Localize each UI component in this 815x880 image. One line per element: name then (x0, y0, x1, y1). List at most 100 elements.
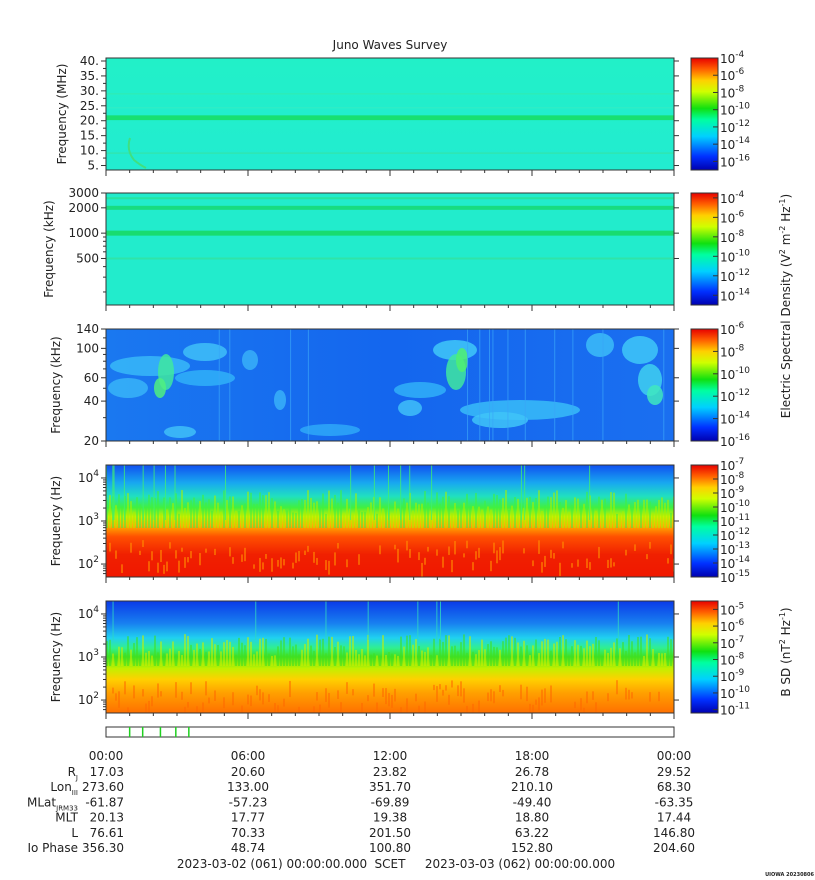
colorbar-tick-exp: -5 (735, 601, 744, 611)
panel-5-streak (292, 646, 294, 666)
panel-4-streak (232, 496, 234, 528)
panel-5-y-tick-label-base: 10 (78, 650, 93, 664)
panel-4-streak-orange (307, 545, 309, 552)
panel-4-streak-orange (667, 558, 669, 564)
panel-5-streak (370, 654, 372, 666)
ephemeris-value: 17.77 (231, 811, 265, 825)
panel-1-band-29mhz (106, 93, 674, 95)
panel-4-streak-orange (379, 545, 381, 555)
colorbar-tick-base: 10 (720, 231, 735, 245)
panel-5-streak (253, 654, 255, 666)
colorbar-tick-base: 10 (720, 704, 735, 718)
panel-4-streak (670, 512, 672, 528)
magnetic-label-part-1: B SD (nT (779, 644, 793, 697)
colorbars: 10-410-610-810-1010-1210-1410-1610-410-6… (690, 50, 750, 718)
panel-4-streak (184, 507, 186, 528)
panel-4-streak (643, 499, 645, 528)
panel-4-streak (334, 494, 336, 528)
panel-4-streak (523, 507, 525, 528)
panel-5-streak (181, 655, 183, 666)
panel-5-streak (538, 653, 540, 666)
panel-5-streak (343, 646, 345, 666)
panel-5-streak-orange (181, 691, 183, 700)
panel-4-streak (460, 504, 462, 528)
panel-4-streak (283, 509, 285, 528)
panel-4-streak-orange (625, 549, 627, 556)
ephemeris-row-sub: J (75, 774, 78, 782)
panel-4-streak (274, 501, 276, 528)
panel-4-streak (124, 495, 126, 528)
panel-5-streak (484, 649, 486, 666)
colorbar-tick-exp: -6 (735, 67, 744, 77)
ephemeris-value: 18.80 (515, 811, 549, 825)
panel-4-streak (187, 502, 189, 528)
panel-5-streak (667, 636, 669, 666)
panel-5-streak-orange (442, 689, 444, 696)
panel-5-streak (325, 653, 327, 666)
panel-4-streak (298, 500, 300, 528)
panel-3-y-tick-label: 140 (76, 322, 99, 336)
panel-5-streak (319, 639, 321, 666)
panel-4-streak (262, 495, 264, 528)
colorbar-tick-base: 10 (720, 637, 735, 651)
panel-5-streak-orange (268, 694, 270, 702)
panel-4-streak-orange (607, 559, 609, 569)
panel-4-streak (214, 495, 216, 528)
panel-3-emission (456, 348, 468, 372)
panel-5-streak (508, 635, 510, 666)
colorbar-2-tick-label: 10-14 (720, 287, 750, 303)
panel-4-streak (652, 512, 654, 528)
panel-4-streak-orange (295, 552, 297, 563)
panel-4-streak-orange (421, 562, 423, 577)
panel-5-streak (415, 639, 417, 666)
panel-5-streak-orange (160, 691, 162, 697)
panel-4-streak (433, 513, 435, 528)
panel-5-streak (160, 641, 162, 666)
panel-4-streak (562, 507, 564, 528)
panel-5-streak (445, 635, 447, 666)
panel-4-streak-orange (178, 560, 180, 573)
electric-label-part-1: Electric Spectral Density (V (779, 253, 793, 418)
panel-4-streak (286, 510, 288, 528)
panel-5-streak-orange (658, 691, 660, 702)
colorbar-tick-base: 10 (720, 390, 735, 404)
panel-4-streak (238, 510, 240, 528)
panel-5-streak (520, 646, 522, 666)
panel-3-y-tick-label: 100 (76, 341, 99, 355)
panel-3-emission (183, 343, 227, 361)
panel-4-streak (445, 491, 447, 528)
panel-5-streak-orange (256, 685, 258, 696)
panel-4-streak (667, 499, 669, 528)
panel-5-y-tick-label: 103 (78, 648, 99, 664)
panel-5-streak (532, 645, 534, 666)
panel-5-streak (565, 639, 567, 666)
colorbar-1-tick-label: 10-14 (720, 136, 750, 152)
panel-1-y-tick-label: 40. (80, 54, 99, 68)
panel-5-streak (130, 649, 132, 666)
panel-4-streak (295, 512, 297, 528)
panel-1-y-tick-label: 20. (80, 114, 99, 128)
panel-5-streak (472, 651, 474, 666)
panel-4-streak (454, 503, 456, 528)
panel-5-streak-orange (145, 703, 147, 713)
footer-start-time: 2023-03-02 (061) 00:00:00.000 (177, 857, 367, 871)
panel-4-streak (235, 510, 237, 528)
panel-4-streak-orange (280, 557, 282, 569)
panel-4-streak (154, 498, 156, 528)
panel-2-ylabel: Frequency (kHz) (42, 200, 56, 297)
footer-stamp: UIOWA 20230806 (765, 872, 814, 878)
panel-4-streak-orange (232, 557, 234, 564)
panel-4-streak-orange (493, 542, 495, 554)
colorbar-tick-base: 10 (720, 250, 735, 264)
panel-4-streak (394, 501, 396, 528)
panel-5-streak (403, 646, 405, 666)
colorbar-tick-base: 10 (720, 557, 735, 571)
panel-4-streak (478, 506, 480, 528)
ephemeris-row-label: LonIII (50, 780, 78, 797)
ephemeris-value: -69.89 (371, 795, 410, 809)
panel-4-y-tick-label: 104 (78, 469, 99, 485)
panel-4-streak (442, 496, 444, 528)
panel-5-streak (559, 637, 561, 666)
panel-5-streak (112, 653, 114, 666)
